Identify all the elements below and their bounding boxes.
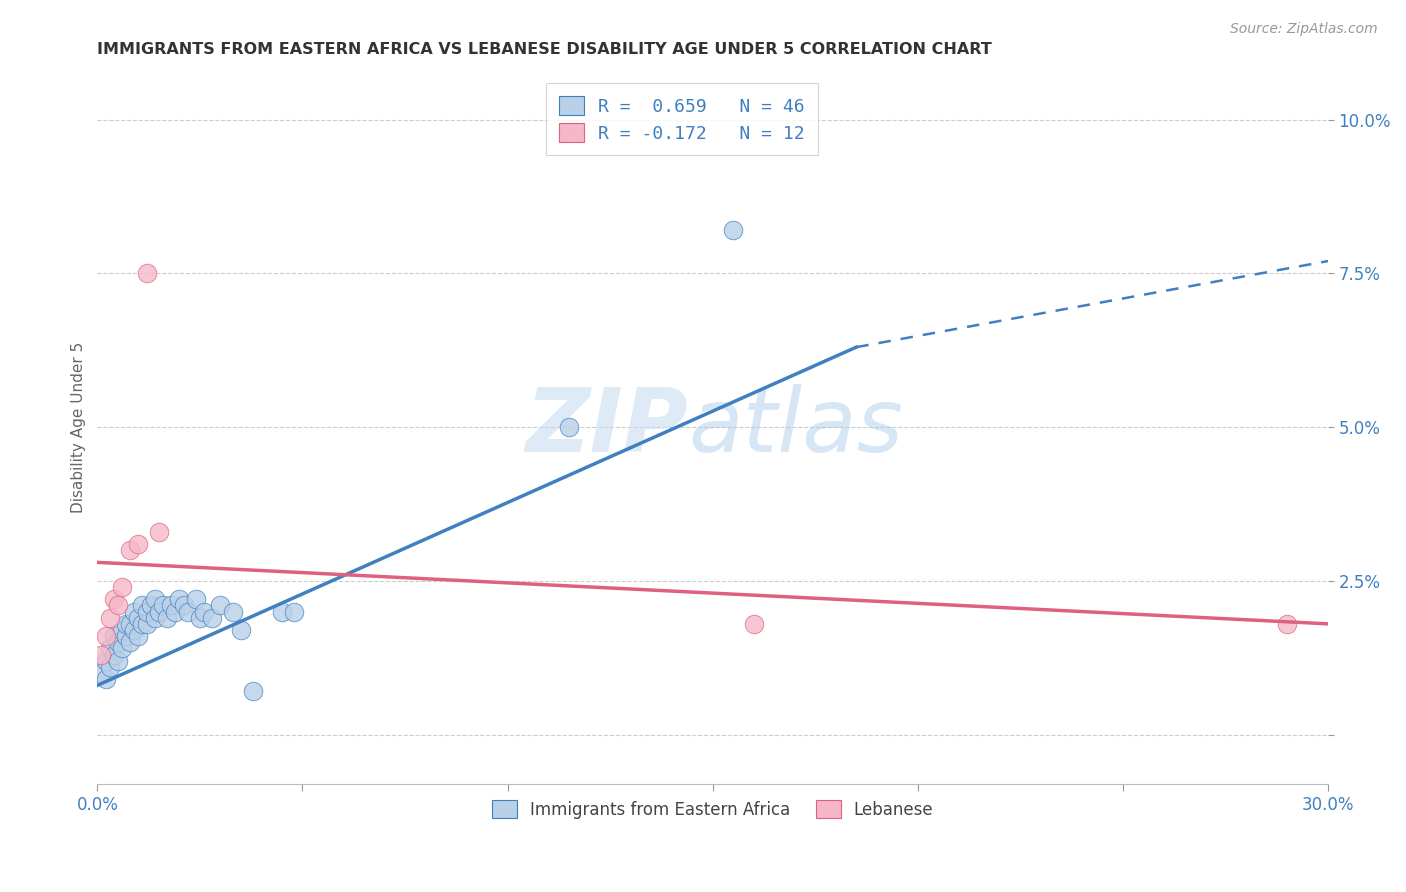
Point xyxy=(135,605,157,619)
Point xyxy=(143,592,166,607)
Point xyxy=(90,648,112,662)
Point xyxy=(127,610,149,624)
Point xyxy=(98,641,121,656)
Point xyxy=(242,684,264,698)
Point xyxy=(209,599,232,613)
Point xyxy=(131,616,153,631)
Point xyxy=(90,666,112,681)
Point xyxy=(201,610,224,624)
Point xyxy=(107,654,129,668)
Point xyxy=(124,623,146,637)
Legend: Immigrants from Eastern Africa, Lebanese: Immigrants from Eastern Africa, Lebanese xyxy=(485,794,941,825)
Point xyxy=(143,610,166,624)
Point xyxy=(111,641,134,656)
Point xyxy=(94,629,117,643)
Y-axis label: Disability Age Under 5: Disability Age Under 5 xyxy=(72,342,86,513)
Point xyxy=(160,599,183,613)
Point xyxy=(120,543,142,558)
Point xyxy=(229,623,252,637)
Point xyxy=(152,599,174,613)
Point xyxy=(1275,616,1298,631)
Point xyxy=(148,524,170,539)
Point xyxy=(188,610,211,624)
Point xyxy=(124,605,146,619)
Point xyxy=(127,629,149,643)
Point xyxy=(169,592,191,607)
Point xyxy=(173,599,195,613)
Point xyxy=(176,605,198,619)
Point xyxy=(135,266,157,280)
Point xyxy=(98,610,121,624)
Point xyxy=(271,605,294,619)
Point xyxy=(139,599,162,613)
Point xyxy=(148,605,170,619)
Text: atlas: atlas xyxy=(688,384,903,470)
Point xyxy=(103,592,125,607)
Point xyxy=(135,616,157,631)
Point xyxy=(120,616,142,631)
Point xyxy=(156,610,179,624)
Point xyxy=(98,660,121,674)
Point xyxy=(120,635,142,649)
Point xyxy=(193,605,215,619)
Point xyxy=(222,605,245,619)
Point xyxy=(103,629,125,643)
Point xyxy=(111,580,134,594)
Point xyxy=(111,623,134,637)
Point xyxy=(131,599,153,613)
Point xyxy=(184,592,207,607)
Point xyxy=(103,648,125,662)
Point xyxy=(115,616,138,631)
Point xyxy=(558,420,581,434)
Point xyxy=(742,616,765,631)
Point xyxy=(165,605,187,619)
Point xyxy=(127,537,149,551)
Point xyxy=(94,672,117,686)
Text: Source: ZipAtlas.com: Source: ZipAtlas.com xyxy=(1230,22,1378,37)
Point xyxy=(107,599,129,613)
Point xyxy=(283,605,305,619)
Point xyxy=(723,223,745,237)
Text: IMMIGRANTS FROM EASTERN AFRICA VS LEBANESE DISABILITY AGE UNDER 5 CORRELATION CH: IMMIGRANTS FROM EASTERN AFRICA VS LEBANE… xyxy=(97,42,993,57)
Text: ZIP: ZIP xyxy=(526,384,688,471)
Point xyxy=(94,654,117,668)
Point xyxy=(115,629,138,643)
Point xyxy=(107,635,129,649)
